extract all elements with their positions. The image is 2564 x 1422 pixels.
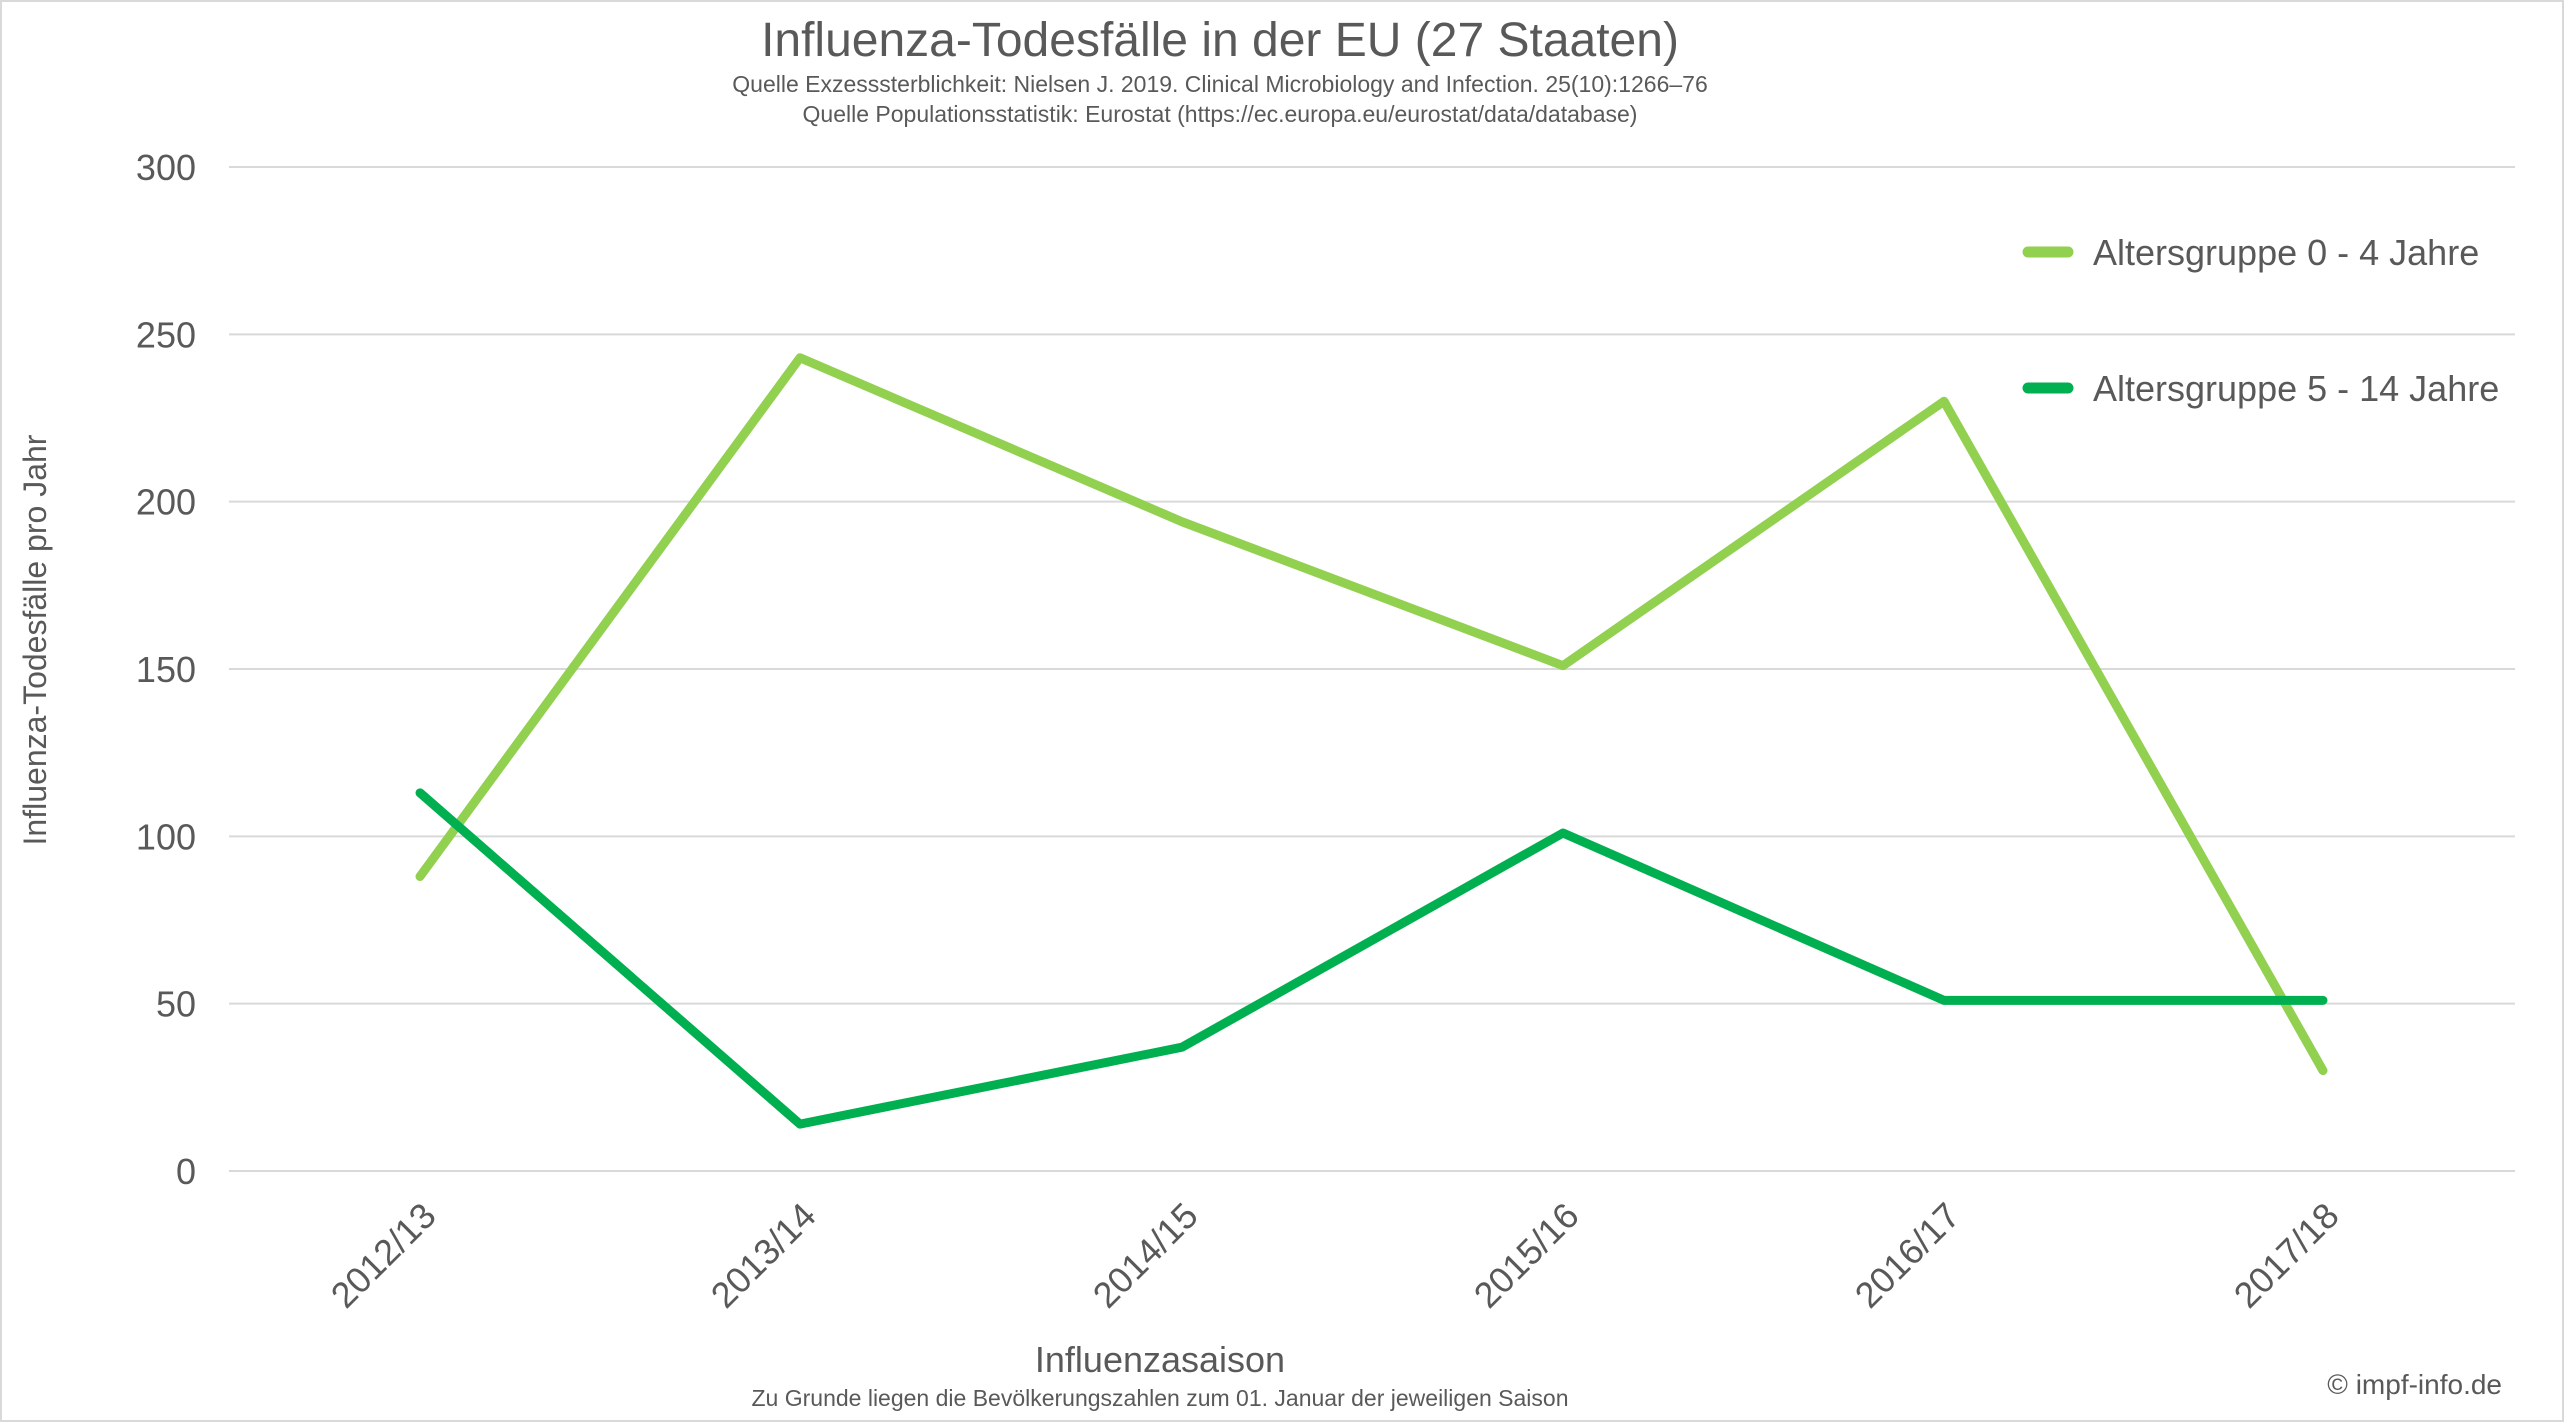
footnote: Zu Grunde liegen die Bevölkerungszahlen … [752, 1385, 1569, 1411]
copyright: © impf-info.de [2327, 1369, 2502, 1400]
y-tick-label: 100 [136, 816, 196, 857]
y-tick-label: 0 [176, 1151, 196, 1192]
y-tick-label: 50 [156, 984, 196, 1025]
y-tick-label: 300 [136, 147, 196, 188]
series-line-1 [415, 353, 2328, 1076]
y-tick-label: 150 [136, 649, 196, 690]
y-tick-label: 200 [136, 482, 196, 523]
series-line-2 [415, 788, 2328, 1129]
y-tick-label: 250 [136, 314, 196, 355]
x-axis-label: Influenzasaison [1035, 1339, 1285, 1380]
y-axis-label: Influenza-Todesfälle pro Jahr [17, 434, 53, 845]
chart-title: Influenza-Todesfälle in der EU (27 Staat… [761, 14, 1679, 67]
legend-label-1: Altersgruppe 0 - 4 Jahre [2093, 232, 2479, 273]
chart-subtitle-1: Quelle Exzesssterblichkeit: Nielsen J. 2… [732, 71, 1707, 97]
chart-subtitle-2: Quelle Populationsstatistik: Eurostat (h… [803, 101, 1638, 127]
legend-label-2: Altersgruppe 5 - 14 Jahre [2093, 368, 2499, 409]
